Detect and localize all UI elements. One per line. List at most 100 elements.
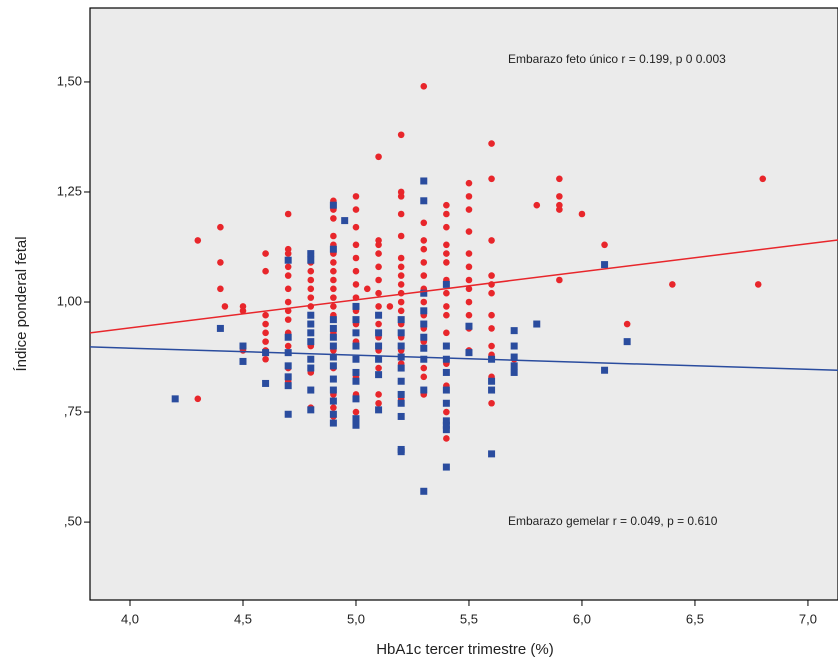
point xyxy=(465,250,473,257)
point xyxy=(329,324,337,332)
point xyxy=(420,307,428,315)
point xyxy=(442,426,450,434)
point xyxy=(510,368,518,376)
point xyxy=(420,344,428,352)
point xyxy=(330,215,337,222)
point xyxy=(352,254,360,262)
point xyxy=(284,316,292,323)
point xyxy=(397,412,405,420)
point xyxy=(386,303,394,310)
point xyxy=(420,259,428,266)
point xyxy=(284,250,292,257)
point xyxy=(443,435,450,442)
point xyxy=(375,355,383,363)
point xyxy=(307,338,315,346)
point xyxy=(488,140,495,147)
x-tick-label: 6,5 xyxy=(686,611,704,626)
point xyxy=(352,395,360,403)
point xyxy=(216,324,224,332)
plot-area xyxy=(89,7,838,601)
point xyxy=(307,386,315,394)
fit-line xyxy=(90,239,838,334)
point xyxy=(397,254,405,262)
point xyxy=(329,375,337,383)
point xyxy=(488,311,495,319)
point xyxy=(375,371,383,379)
point xyxy=(329,410,337,418)
point xyxy=(397,263,405,271)
point xyxy=(171,395,179,403)
point xyxy=(329,419,337,427)
point xyxy=(754,281,762,288)
point xyxy=(669,281,676,288)
y-tick-label: 1,50 xyxy=(57,73,82,88)
point xyxy=(420,272,428,279)
point xyxy=(443,241,450,249)
point xyxy=(239,307,247,315)
point xyxy=(442,417,450,425)
point xyxy=(443,303,450,310)
point xyxy=(443,223,450,231)
point xyxy=(397,342,405,350)
point xyxy=(443,259,450,266)
point xyxy=(284,362,292,370)
point xyxy=(284,298,292,306)
point xyxy=(284,210,292,218)
point xyxy=(329,201,337,209)
point xyxy=(352,267,360,275)
point xyxy=(330,259,337,266)
point xyxy=(601,366,609,374)
point xyxy=(442,342,450,350)
point xyxy=(262,267,269,275)
x-tick-label: 6,0 xyxy=(573,611,591,626)
point xyxy=(465,193,473,200)
point xyxy=(465,276,473,284)
point xyxy=(262,355,269,363)
point xyxy=(330,232,337,240)
point xyxy=(330,303,337,310)
point xyxy=(352,415,360,423)
point xyxy=(510,353,518,361)
point xyxy=(578,210,586,218)
point xyxy=(397,390,405,398)
point xyxy=(397,131,405,139)
point xyxy=(307,250,315,258)
point xyxy=(420,289,428,297)
x-tick-label: 4,5 xyxy=(234,611,252,626)
point xyxy=(442,386,450,394)
point xyxy=(307,311,315,319)
point xyxy=(420,177,428,185)
point xyxy=(352,316,360,324)
point xyxy=(443,311,450,319)
point xyxy=(375,406,383,414)
point xyxy=(397,232,405,240)
point xyxy=(375,289,382,297)
point xyxy=(397,316,405,324)
point xyxy=(488,272,495,279)
point xyxy=(284,382,292,390)
annotation: Embarazo gemelar r = 0.049, p = 0.610 xyxy=(508,514,718,528)
point xyxy=(397,272,405,279)
point xyxy=(442,463,450,471)
point xyxy=(217,285,224,293)
point xyxy=(307,276,315,284)
point xyxy=(420,355,428,363)
point xyxy=(352,193,360,200)
point xyxy=(601,261,609,269)
point xyxy=(284,410,292,418)
point xyxy=(420,373,428,381)
point xyxy=(488,386,496,394)
point xyxy=(375,311,383,319)
point xyxy=(510,342,518,350)
point xyxy=(488,175,495,183)
point xyxy=(443,201,450,209)
point xyxy=(330,285,337,293)
point xyxy=(262,329,269,337)
point xyxy=(443,329,450,337)
point xyxy=(352,408,360,416)
point xyxy=(307,406,315,414)
point xyxy=(284,373,292,381)
point xyxy=(420,219,428,227)
y-tick-label: 1,00 xyxy=(57,293,82,308)
